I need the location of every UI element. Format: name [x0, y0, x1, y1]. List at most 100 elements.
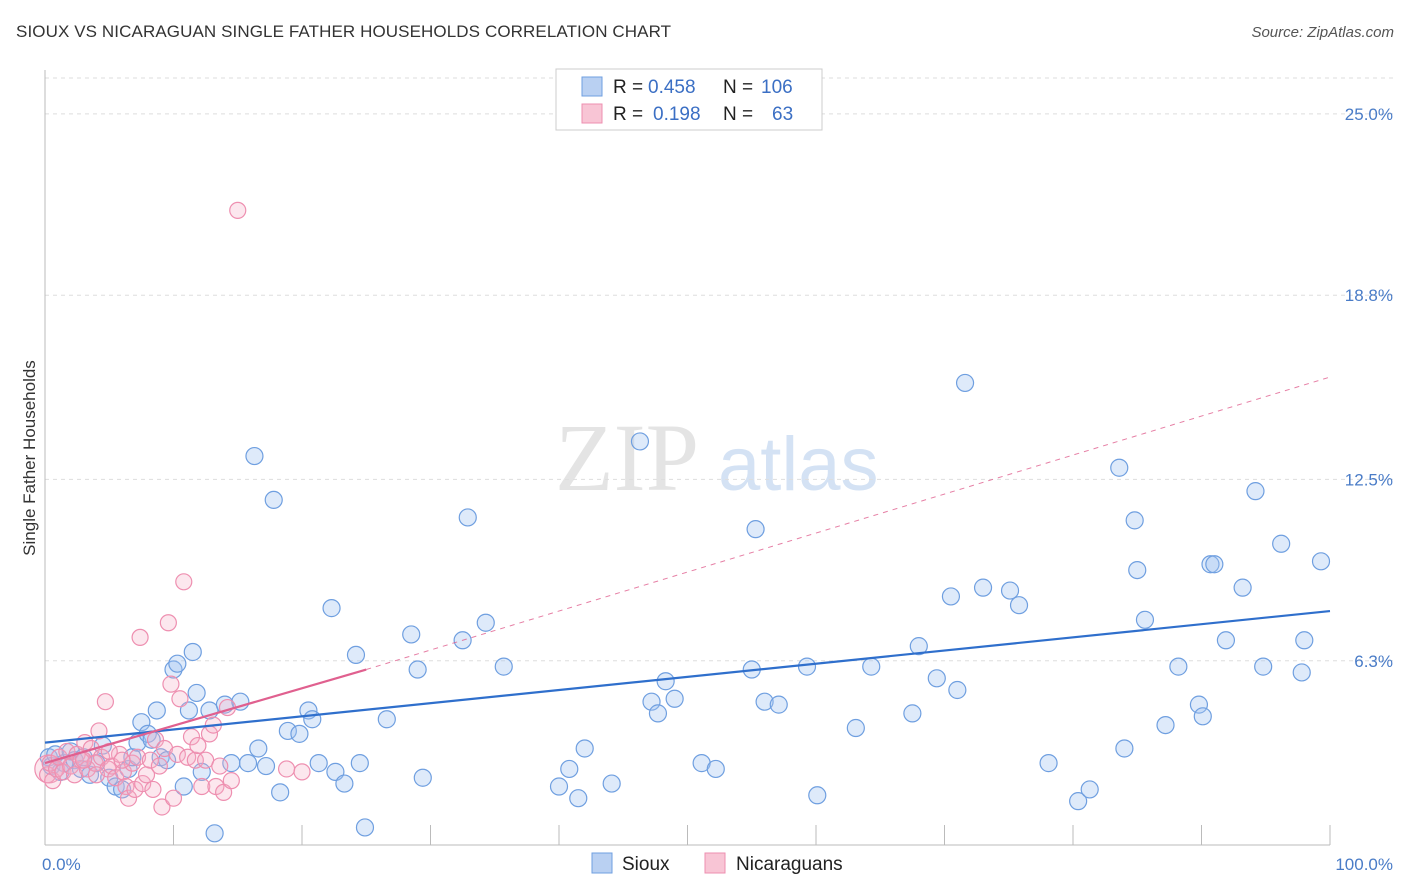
sioux-point [309, 754, 328, 773]
sioux-point [1246, 482, 1265, 501]
sioux-point [205, 824, 224, 843]
legend-n-value-nicaraguans: 63 [772, 104, 793, 125]
nicaraguans-point [141, 751, 159, 769]
sioux-point [1295, 631, 1314, 650]
sioux-point [264, 490, 283, 510]
top-legend: R = 0.458 N = 106 R = 0.198 N = 63 [555, 68, 823, 131]
chart-title: SIOUX VS NICARAGUAN SINGLE FATHER HOUSEH… [16, 22, 672, 41]
sioux-point [408, 660, 427, 679]
sioux-point [665, 689, 684, 708]
sioux-point [335, 774, 354, 793]
sioux-point [642, 692, 661, 711]
gridlines [45, 77, 1395, 662]
sioux-trend-line [44, 609, 1331, 744]
sioux-point [575, 739, 594, 758]
nicaraguans-trend-line [44, 668, 367, 765]
sioux-point [179, 701, 199, 720]
nicaraguans-point [222, 772, 240, 790]
nicaraguans-point [182, 728, 201, 746]
source-credit: Source: ZipAtlas.com [1251, 24, 1394, 41]
sioux-point [1201, 555, 1220, 574]
sioux-point [350, 754, 369, 773]
sioux-point [903, 704, 922, 723]
sioux-point [1110, 458, 1129, 477]
nicaraguans-point [175, 573, 193, 591]
sioux-point [256, 756, 276, 776]
watermark-zip: ZIP [555, 404, 699, 511]
legend-swatch-nicaraguans [581, 103, 603, 124]
legend-r-value-sioux: 0.458 [648, 77, 696, 98]
legend-n-value-sioux: 106 [761, 77, 793, 98]
sioux-point [377, 710, 396, 729]
y-axis-title: Single Father Households [20, 360, 39, 556]
sioux-point [168, 654, 187, 673]
sioux-point [1135, 610, 1155, 629]
sioux-point [187, 683, 206, 703]
nicaraguans-point [164, 789, 183, 807]
sioux-point [132, 713, 151, 732]
sioux-point [1128, 560, 1147, 580]
sioux-point [355, 818, 375, 837]
sioux-point [303, 710, 322, 729]
sioux-point [1039, 754, 1058, 773]
nicaraguans-point [277, 760, 296, 778]
nicaraguans-point [168, 745, 186, 763]
legend-r-value-nicaraguans: 0.198 [653, 104, 701, 125]
nicaraguans-point [189, 736, 207, 755]
sioux-point [238, 754, 258, 773]
nicaraguans-point [87, 766, 106, 784]
nicaraguans-point [134, 774, 152, 793]
nicaraguans-point [90, 722, 108, 740]
sioux-series [39, 373, 1331, 843]
sioux-point [413, 768, 432, 787]
sioux-point [808, 786, 827, 805]
sioux-point [1125, 511, 1144, 530]
sioux-point [271, 783, 290, 802]
sioux-point [249, 739, 268, 758]
sioux-point [1216, 631, 1236, 650]
bottom-legend-swatch-sioux [591, 852, 613, 874]
legend-n-label-nicaraguans: N = [723, 104, 753, 125]
sioux-point [909, 637, 928, 656]
sioux-point [494, 657, 513, 676]
trend-lines [44, 376, 1331, 765]
sioux-point [846, 718, 865, 738]
nicaraguans-point [144, 780, 162, 799]
sioux-point [927, 669, 946, 688]
sioux-point [746, 520, 765, 539]
nicaraguans-point [162, 675, 180, 693]
sioux-point [955, 373, 975, 393]
y-tick-label: 12.5% [1345, 470, 1393, 489]
sioux-point [706, 759, 725, 779]
nicaraguans-point [293, 763, 311, 781]
sioux-point [1080, 780, 1099, 799]
sioux-point [569, 789, 588, 808]
sioux-point [346, 645, 366, 665]
nicaraguans-point [131, 628, 149, 646]
y-tick-label: 18.8% [1345, 286, 1393, 305]
sioux-point [476, 613, 495, 632]
sioux-point [1169, 657, 1188, 676]
legend-r-label-sioux: R = [613, 77, 643, 98]
sioux-point [1311, 552, 1331, 571]
nicaraguans-point [153, 798, 171, 816]
sioux-point [402, 625, 421, 644]
sioux-point [1189, 695, 1209, 714]
nicaraguans-point [171, 690, 189, 708]
sioux-point [1069, 792, 1088, 811]
watermark-atlas: atlas [718, 422, 879, 507]
sioux-point [549, 777, 569, 796]
sioux-point [278, 721, 297, 741]
bottom-legend-label-nicaraguans: Nicaraguans [736, 854, 843, 875]
nicaraguans-point [96, 693, 114, 711]
sioux-point [1009, 596, 1029, 615]
sioux-point [1000, 581, 1020, 600]
nicaraguans-trend-extension [366, 376, 1331, 671]
sioux-point [1254, 657, 1273, 676]
sioux-point [183, 642, 202, 662]
sioux-point [630, 432, 650, 451]
sioux-point [602, 774, 621, 793]
nicaraguans-point [150, 757, 168, 775]
legend-r-label-nicaraguans: R = [613, 104, 643, 125]
